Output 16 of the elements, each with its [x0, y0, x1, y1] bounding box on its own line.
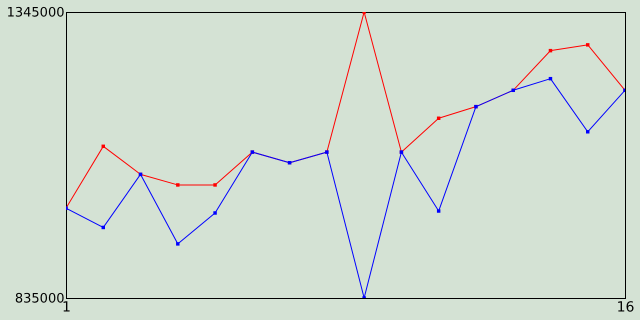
point: [586, 130, 590, 134]
point: [586, 43, 590, 47]
point: [176, 242, 180, 246]
point: [102, 226, 105, 230]
point: [102, 144, 105, 148]
line-series: [66, 76, 625, 298]
point: [176, 183, 180, 187]
y-tick-label: 1345000: [6, 6, 64, 20]
x-tick-label: 16: [616, 300, 634, 316]
point: [436, 116, 440, 120]
point: [548, 76, 552, 80]
point: [213, 183, 217, 187]
point: [548, 48, 552, 52]
x-tick-label: 1: [62, 300, 71, 316]
y-tick-label: 835000: [14, 292, 64, 306]
point: [436, 209, 440, 213]
